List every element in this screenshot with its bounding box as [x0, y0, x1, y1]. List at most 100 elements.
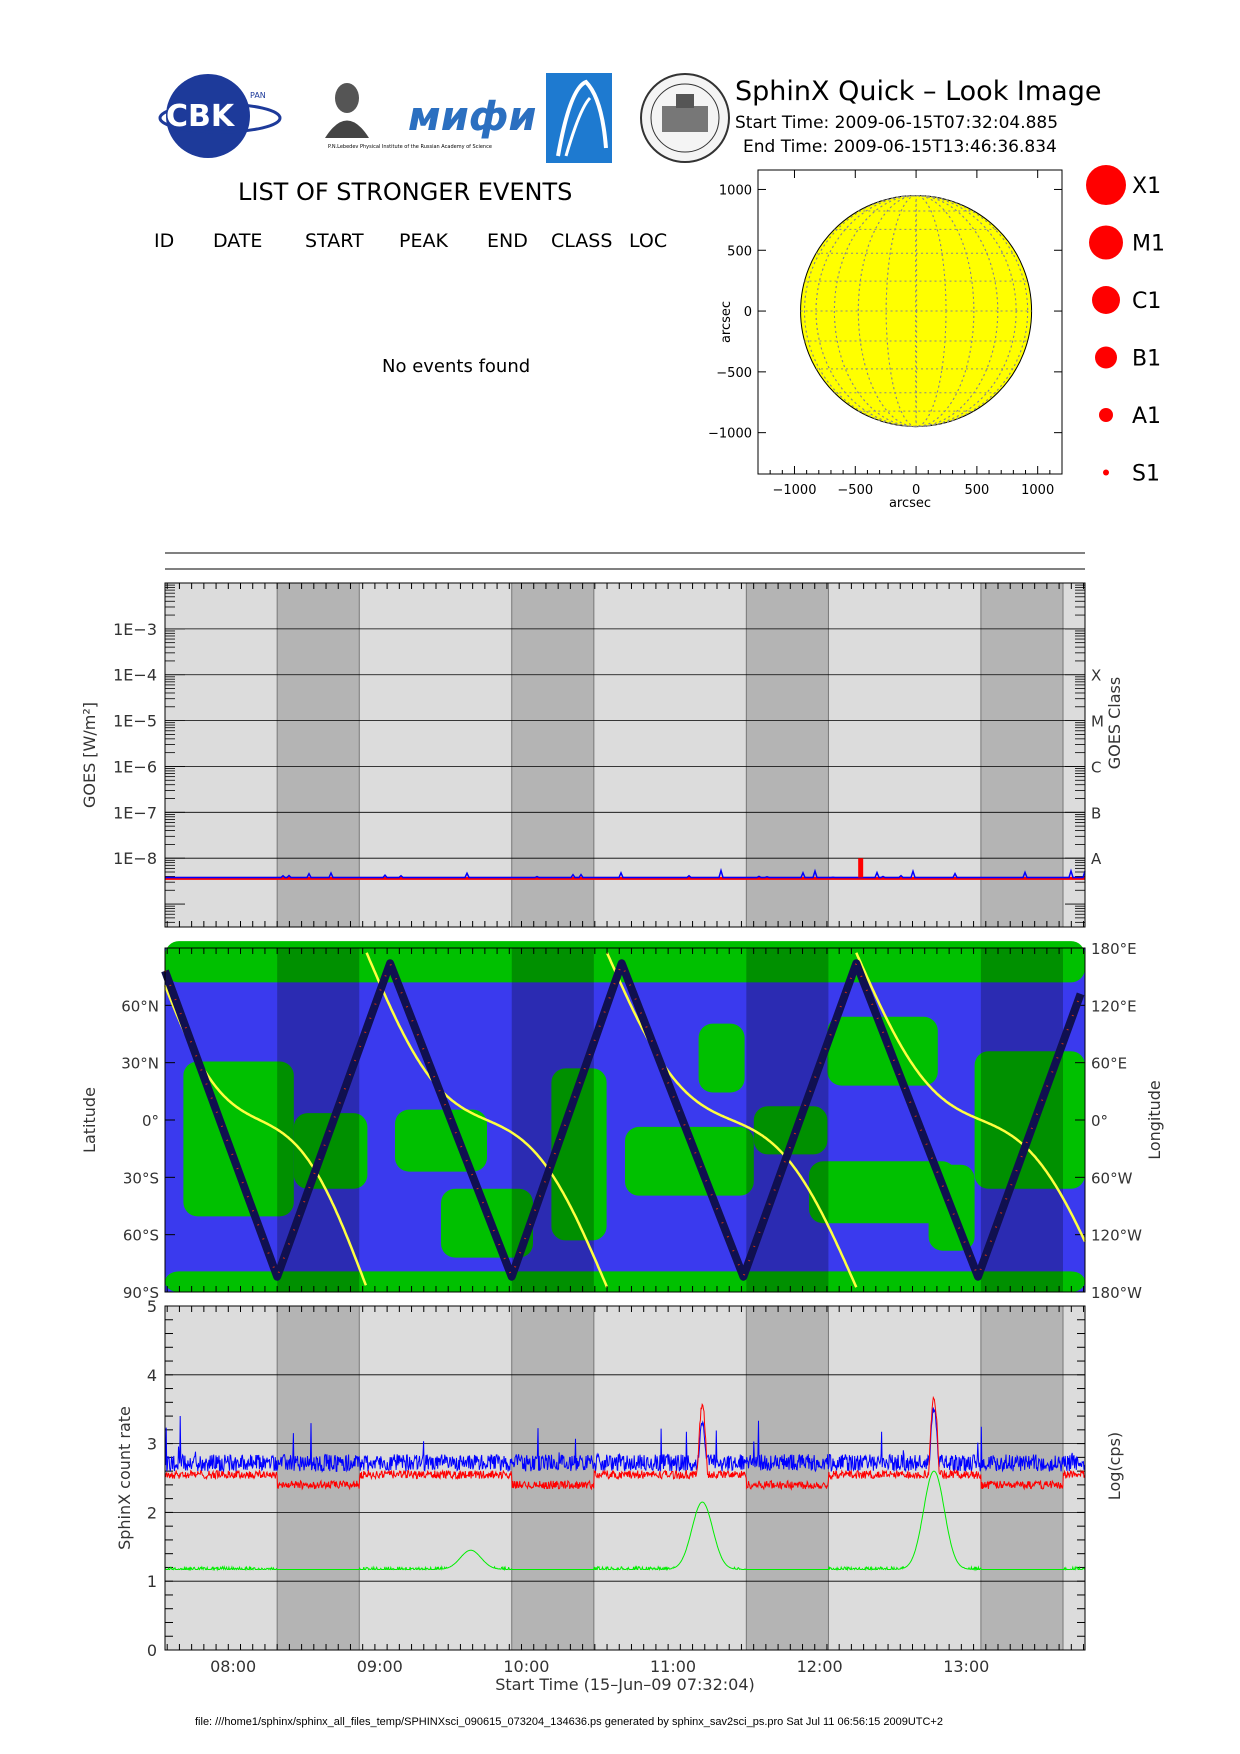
disk-plot-area: −1000 −500 0 500 1000 −1000 −500 0 500 1000 arcsec… — [708, 169, 1063, 511]
sphinx-night-band — [277, 1306, 360, 1650]
map-lon-tick-label: 60°E — [1091, 1055, 1127, 1073]
column-header-loc: LOC — [629, 230, 668, 252]
goes-y-tick-label: 1E−3 — [113, 620, 157, 639]
map-land-patch — [827, 1016, 938, 1086]
sphinx-x-tick-label: 11:00 — [650, 1657, 696, 1676]
column-header-start: START — [305, 230, 364, 252]
map-lat-tick-label: 60°S — [123, 1227, 159, 1245]
sphinx-y-axis-label: SphinX count rate — [115, 1406, 134, 1550]
sphinx-y-tick-label: 2 — [147, 1503, 157, 1522]
column-header-id: ID — [154, 230, 175, 252]
map-y-axis-label: Latitude — [80, 1087, 99, 1153]
goes-y-tick-label: 1E−5 — [113, 712, 157, 731]
disk-y-tick-label: −1000 — [708, 427, 752, 442]
goes-class-label-c: C — [1091, 758, 1101, 776]
goes-y-tick-label: 1E−7 — [113, 803, 157, 822]
map-lat-tick-label: 60°N — [121, 997, 159, 1015]
disk-longitude-gridline — [915, 195, 918, 428]
start-time-row: Start Time: 2009-06-15T07:32:04.885 — [735, 113, 1058, 133]
sphinx-y-tick-label: 5 — [147, 1297, 157, 1316]
goes-night-band — [980, 583, 1064, 927]
disk-longitude-gridline — [885, 195, 947, 428]
end-time-label: End Time: — [743, 137, 829, 157]
logo-strip: CBK PAN P.N.Lebedev Physical Institute o… — [158, 73, 730, 163]
goes-class-label-b: B — [1091, 804, 1101, 822]
column-header-date: DATE — [213, 230, 263, 252]
cbk-logo: CBK PAN — [158, 74, 282, 158]
lebedev-logo: P.N.Lebedev Physical Institute of the Ru… — [325, 83, 492, 150]
footer-file-note: file: ///home1/sphinx/sphinx_all_files_t… — [195, 1716, 943, 1728]
sphinx-night-band — [511, 1306, 594, 1650]
disk-x-tick-label: −500 — [837, 483, 873, 498]
events-title: LIST OF STRONGER EVENTS — [238, 178, 573, 206]
goes-class-label-m: M — [1091, 713, 1104, 731]
disk-y-tick-label: 0 — [744, 305, 752, 320]
quicklook-title: SphinX Quick – Look Image — [735, 76, 1102, 107]
map-y2-axis-label: Longitude — [1145, 1080, 1164, 1160]
disk-x-tick-label: 500 — [964, 483, 989, 498]
legend-marker-s1 — [1103, 469, 1109, 476]
legend-marker-a1 — [1099, 408, 1113, 422]
goes-class-label-x: X — [1091, 667, 1101, 685]
disk-y-tick-label: −500 — [716, 366, 752, 381]
sphinx-y-tick-label: 1 — [147, 1572, 157, 1591]
legend-marker-m1 — [1089, 225, 1123, 260]
goes-panel: 1E−8 1E−7 1E−6 1E−5 1E−4 1E−3 A B C M X GOES [W/m²]… — [80, 582, 1124, 928]
orbit-map-panel: 90°S 60°S 30°S 0° 30°N 60°N 180°W 120°W 60°W 0° 60… — [80, 940, 1164, 1302]
sphinx-series-blue — [164, 1407, 1086, 1474]
column-header-class: CLASS — [551, 230, 613, 252]
time-series-panels: 1E−8 1E−7 1E−6 1E−5 1E−4 1E−3 A B C M X GOES [W/m²]… — [80, 582, 1164, 1694]
disk-x-tick-label: 0 — [912, 483, 920, 498]
legend-label-b1: B1 — [1132, 347, 1161, 372]
legend-label-m1: M1 — [1132, 232, 1165, 257]
legend-marker-b1 — [1095, 346, 1117, 369]
end-time-row: End Time: 2009-06-15T13:46:36.834 — [743, 137, 1057, 157]
space-logo — [546, 73, 612, 163]
disk-longitude-gridline — [833, 195, 999, 428]
sphinx-series-red — [164, 1395, 1086, 1491]
map-lon-tick-label: 180°E — [1091, 940, 1137, 958]
map-land-patch — [809, 1161, 957, 1224]
map-lon-tick-label: 60°W — [1091, 1169, 1133, 1187]
legend-marker-x1 — [1086, 165, 1126, 205]
map-lat-tick-label: 30°S — [123, 1169, 159, 1187]
sphinx-x-axis-label: Start Time (15–Jun–09 07:32:04) — [495, 1675, 755, 1694]
start-time-value: 2009-06-15T07:32:04.885 — [834, 113, 1059, 133]
no-events-message: No events found — [382, 356, 531, 377]
legend-label-x1: X1 — [1132, 174, 1161, 199]
map-lon-tick-label: 120°W — [1091, 1227, 1142, 1245]
map-panel-frame — [164, 947, 1086, 1293]
goes-night-band — [511, 583, 594, 927]
mifi-logo-text: мифи — [408, 94, 536, 140]
goes-class-label-a: A — [1091, 850, 1102, 868]
legend-marker-c1 — [1092, 286, 1120, 314]
map-lon-tick-label: 120°E — [1091, 997, 1137, 1015]
sphinx-x-tick-label: 13:00 — [943, 1657, 989, 1676]
map-lat-tick-label: 0° — [142, 1112, 159, 1130]
sphinx-y-tick-label: 0 — [147, 1641, 157, 1660]
start-time-label: Start Time: — [735, 113, 830, 133]
legend-label-a1: A1 — [1132, 404, 1161, 429]
disk-longitude-gridline — [803, 195, 1029, 428]
map-lon-tick-label: 0° — [1091, 1112, 1108, 1130]
disk-longitude-gridline — [815, 195, 1017, 428]
sphinx-y2-axis-label: Log(cps) — [1105, 1432, 1124, 1500]
sphinx-x-tick-label: 09:00 — [357, 1657, 403, 1676]
disk-x-tick-label: 1000 — [1021, 483, 1054, 498]
sphinx-night-band — [980, 1306, 1064, 1650]
map-land-patch — [625, 1126, 754, 1196]
sphinx-y-tick-label: 3 — [147, 1435, 157, 1454]
university-seal-logo — [640, 73, 730, 163]
map-lat-tick-label: 90°S — [123, 1284, 159, 1302]
longitude-curve — [365, 952, 609, 1288]
goes-y-axis-label: GOES [W/m²] — [80, 702, 99, 808]
goes-night-band — [277, 583, 360, 927]
column-header-peak: PEAK — [399, 230, 448, 252]
map-land-patch — [395, 1109, 487, 1172]
disk-x-axis-label: arcsec — [889, 496, 931, 511]
flare-class-legend: X1 M1 C1 B1 A1 S1 — [1086, 165, 1165, 487]
satellite-track-count-markers — [164, 962, 1082, 1278]
sphinx-night-band — [746, 1306, 829, 1650]
goes-spike-marker — [858, 858, 864, 878]
goes-y-tick-label: 1E−8 — [113, 849, 157, 868]
